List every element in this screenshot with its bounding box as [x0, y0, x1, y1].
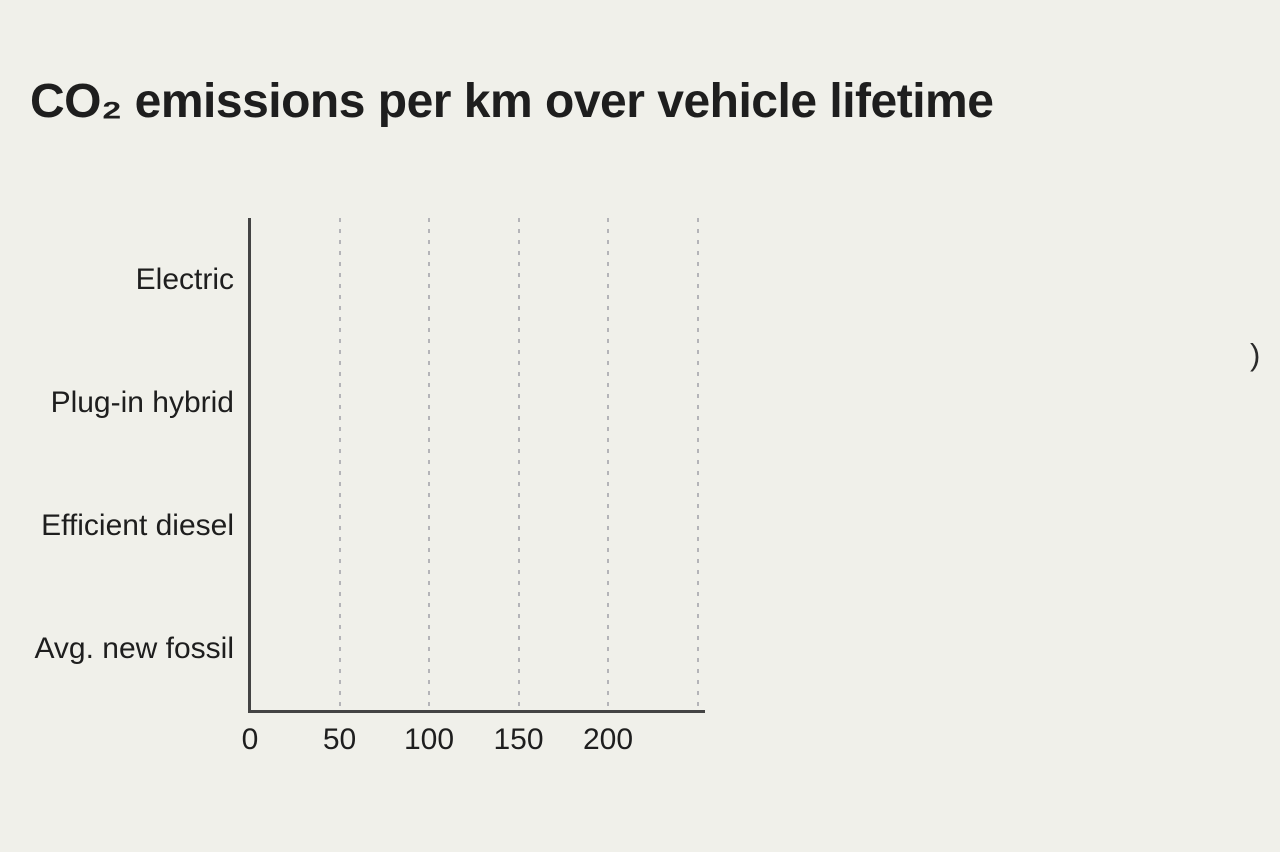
category-label: Plug-in hybrid: [50, 386, 234, 419]
x-axis-line: [248, 710, 705, 713]
y-axis-line: [248, 218, 251, 713]
vertical-gridline: [517, 218, 520, 706]
x-tick-label: 100: [403, 723, 455, 756]
x-tick-label: 0: [241, 723, 259, 756]
vertical-gridline: [428, 218, 430, 706]
category-label: Efficient diesel: [41, 509, 234, 542]
x-tick-label: 150: [493, 723, 544, 756]
category-label: Avg. new fossil: [34, 632, 234, 665]
vertical-gridline: [338, 218, 341, 706]
chart-title: CO₂ emissions per km over vehicle lifeti…: [30, 75, 994, 128]
x-tick-label: 50: [322, 723, 357, 756]
category-label: Electric: [135, 263, 234, 296]
x-tick-label: 200: [582, 723, 634, 756]
vertical-gridline: [696, 218, 699, 706]
stray-parenthesis-text: ): [1250, 337, 1261, 372]
vertical-gridline: [607, 218, 609, 706]
